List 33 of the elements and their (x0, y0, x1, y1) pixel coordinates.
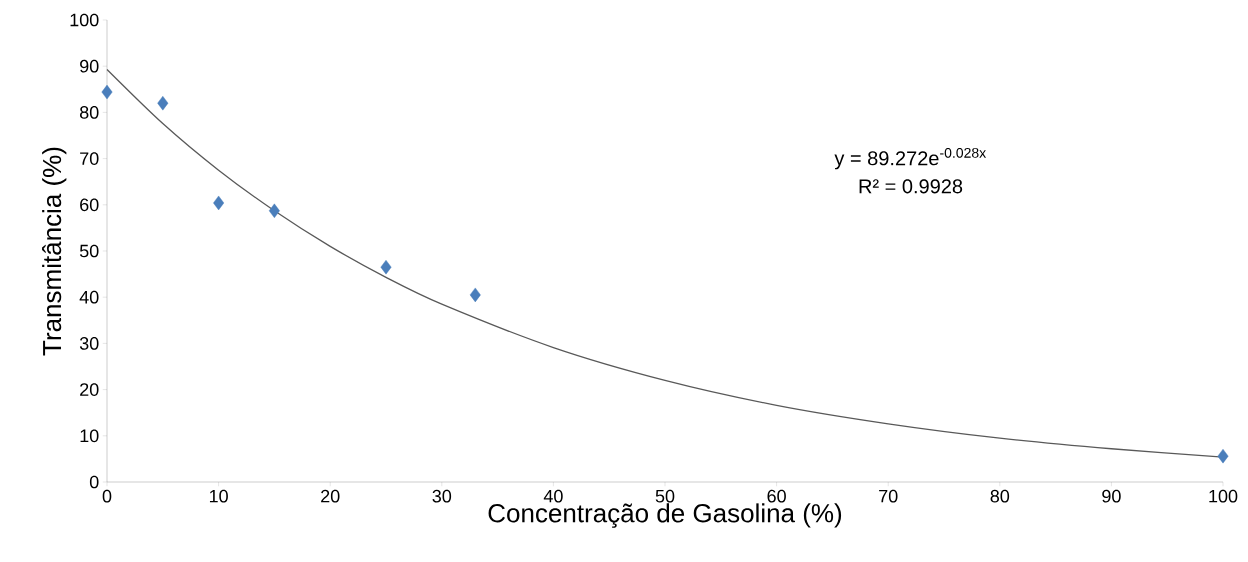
point (1217, 448, 1229, 464)
x-tick-label: 20 (321, 489, 340, 503)
point (268, 203, 280, 218)
y-tick-label: 50 (79, 244, 99, 258)
y-tick-label: 30 (79, 337, 99, 350)
point (469, 287, 481, 303)
point (157, 95, 169, 111)
annotation: y = 89.272e$^{-0.028x}$ (834, 147, 987, 170)
x-tick-label: 90 (1102, 489, 1121, 503)
y-tick-label: 0 (89, 475, 99, 489)
x-tick-label: 70 (879, 489, 898, 503)
y-tick-label: 20 (80, 383, 99, 396)
point (213, 195, 225, 211)
y-tick-label: 90 (80, 59, 99, 73)
x-tick-label: 10 (209, 489, 228, 503)
x-tick-label: 80 (990, 489, 1010, 503)
annotation: R² = 0.9928 (859, 179, 963, 194)
point (380, 259, 392, 275)
x-tick-label: 50 (655, 489, 675, 503)
x-tick-label: 0 (102, 489, 112, 503)
x-tick-label: 30 (432, 489, 452, 503)
y-tick-label: 80 (79, 106, 99, 119)
y-tick-label: 100 (70, 13, 99, 27)
x-tick-label: 60 (767, 489, 786, 503)
y-tick-label: 70 (80, 152, 99, 165)
y-tick-label: 10 (80, 429, 99, 443)
y-tick-label: 40 (79, 290, 99, 304)
y-tick-label: 60 (80, 198, 99, 212)
x-tick-label: 40 (543, 489, 563, 503)
x-axis-title: Concentração de Gasolina (%) (488, 503, 842, 528)
y-axis-title: Transmitância (%) (42, 147, 67, 356)
x-tick-label: 100 (1209, 489, 1238, 503)
point (101, 84, 113, 100)
